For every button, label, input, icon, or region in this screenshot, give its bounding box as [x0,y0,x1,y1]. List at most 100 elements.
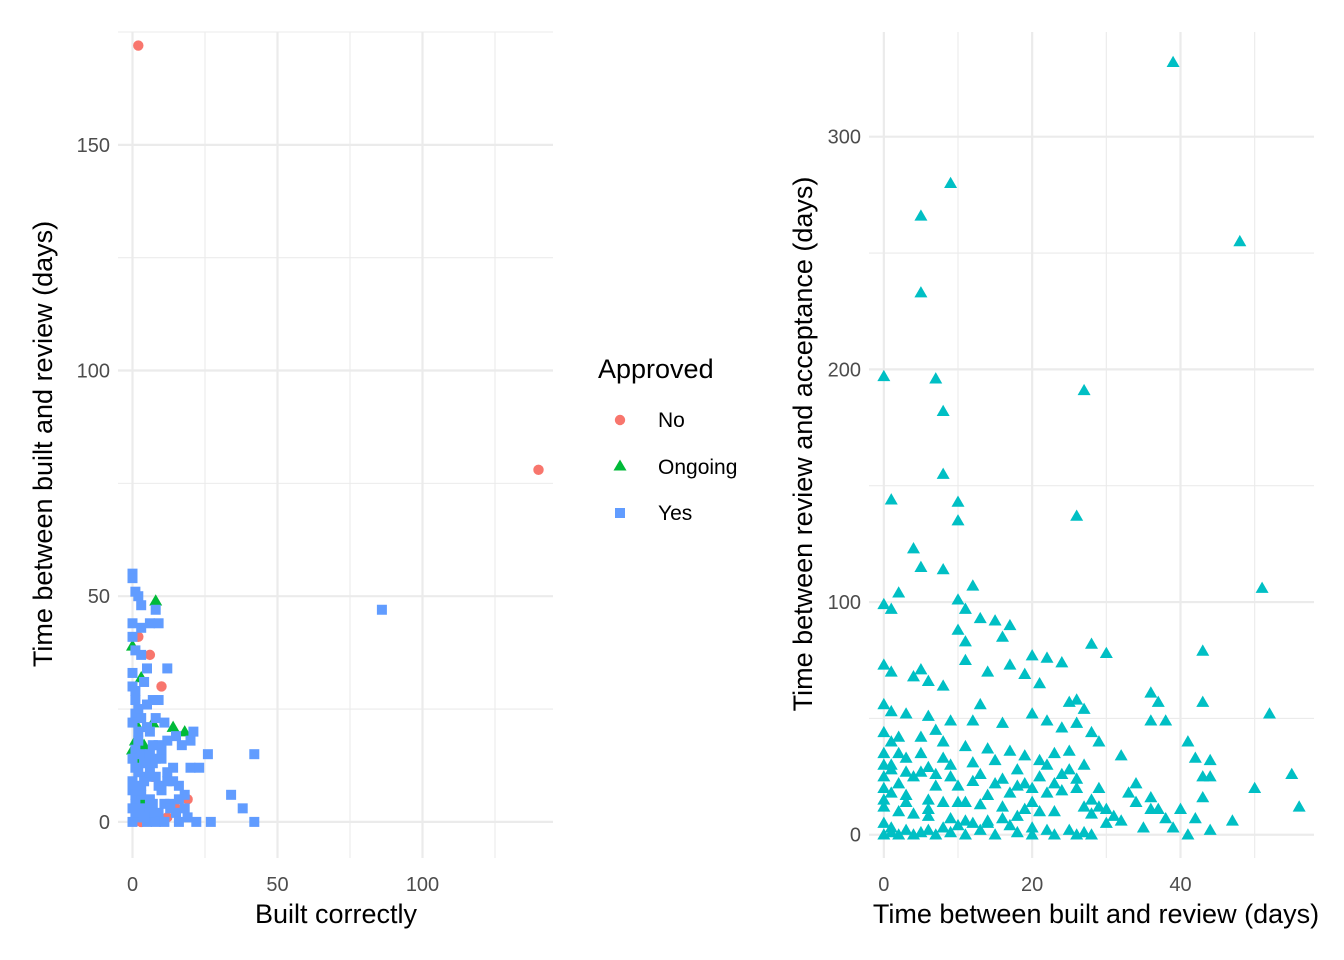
right-point-series [1033,676,1047,689]
right-point-series [921,709,935,721]
left-point-yes [136,600,147,611]
right-point-series [1203,770,1217,782]
right-point-series [1159,714,1173,726]
right-panel: 0 20 40 0 100 200 300 Time between built and … [788,32,1319,929]
right-point-series [899,765,913,777]
right-point-series [929,723,943,735]
right-point-series [1077,758,1091,770]
right-point-series [1003,786,1017,798]
right-point-series [1010,825,1024,838]
legend-entry-yes: Yes [615,502,692,525]
right-point-series [944,811,958,824]
right-point-series [1292,800,1306,812]
right-point-series [988,614,1002,626]
right-point-series [914,746,928,759]
right-point-series [1144,686,1158,698]
right-point-series [1062,744,1076,756]
right-point-series [936,679,950,691]
right-point-series [877,793,891,805]
left-y-ticks: 0 50 100 150 [77,135,110,834]
right-point-series [884,758,898,770]
right-point-series [936,404,950,417]
right-point-series [921,760,935,773]
right-point-series [884,665,898,677]
right-point-series [1085,807,1098,819]
left-point-yes [159,816,170,827]
right-point-series [1077,825,1091,838]
left-point-yes [194,762,205,773]
left-y-tick-label: 100 [77,361,110,383]
right-point-series [1196,644,1210,656]
right-point-series [1003,818,1017,831]
left-x-tick-label: 50 [266,874,288,896]
right-point-series [1092,735,1106,747]
left-point-yes [226,789,237,800]
right-point-series [973,611,987,624]
right-point-series [899,795,913,807]
left-point-yes [173,780,184,791]
right-point-series [936,735,950,747]
right-point-series [914,286,928,298]
right-point-series [1070,509,1084,521]
right-point-series [1070,772,1084,784]
left-point-yes [139,758,150,769]
right-point-series [988,828,1002,840]
right-point-series [951,779,965,791]
left-point-yes [130,708,141,719]
right-point-series [996,716,1009,728]
legend: Approved No Ongoing Yes [598,354,737,525]
right-point-series [877,800,891,812]
left-point-yes [130,645,141,656]
right-point-series [921,674,935,686]
left-point-yes [144,749,155,760]
right-point-series [1025,707,1039,719]
right-point-series [1196,695,1210,707]
right-point-series [973,697,987,710]
right-point-series [973,767,987,780]
right-point-series [929,828,943,840]
right-point-series [884,825,898,838]
left-point-yes [376,604,387,615]
left-points [126,40,544,828]
left-point-yes [144,807,155,818]
right-point-series [936,751,950,763]
right-point-series [1040,758,1054,770]
right-point-series [877,658,891,670]
right-y-tick-label: 0 [850,825,861,847]
right-point-series [966,756,980,768]
right-point-series [1040,786,1054,798]
right-point-series [921,809,935,821]
left-point-yes [165,803,176,814]
right-point-series [936,821,950,833]
right-point-series [1225,814,1239,826]
right-point-series [958,635,972,647]
right-point-series [1025,649,1039,661]
left-point-yes [127,776,138,787]
right-point-series [966,774,980,787]
right-point-series [914,765,928,777]
right-point-series [1233,234,1247,247]
right-point-series [892,804,906,817]
right-point-series [988,753,1002,766]
left-x-ticks: 0 50 100 [127,874,439,896]
right-point-series [1203,823,1217,835]
left-point-yes [139,776,150,787]
left-point-yes [168,776,179,787]
right-point-series [944,770,958,782]
right-point-series [1107,809,1121,821]
right-point-series [936,562,950,575]
left-point-yes [127,573,138,584]
right-point-series [996,772,1009,784]
right-point-series [1025,781,1039,793]
right-point-series [877,369,891,382]
right-point-series [1099,816,1113,828]
right-point-series [1255,581,1269,593]
right-x-tick-label: 0 [878,874,889,896]
right-point-series [929,779,943,791]
right-point-series [1174,802,1187,814]
right-y-ticks: 0 100 200 300 [828,127,861,847]
left-point-yes [133,785,144,796]
right-point-series [884,602,898,614]
right-point-series [1025,821,1039,833]
right-point-series [1099,646,1113,659]
